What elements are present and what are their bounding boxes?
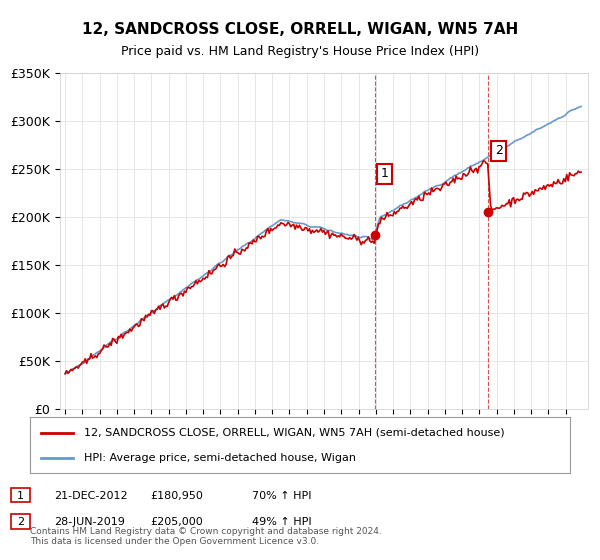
Text: £180,950: £180,950 (150, 491, 203, 501)
Text: 49% ↑ HPI: 49% ↑ HPI (252, 517, 311, 527)
Text: Contains HM Land Registry data © Crown copyright and database right 2024.
This d: Contains HM Land Registry data © Crown c… (30, 526, 382, 546)
Text: £205,000: £205,000 (150, 517, 203, 527)
Text: 1: 1 (380, 167, 388, 180)
Text: Price paid vs. HM Land Registry's House Price Index (HPI): Price paid vs. HM Land Registry's House … (121, 45, 479, 58)
Text: 2: 2 (17, 517, 24, 527)
Text: 70% ↑ HPI: 70% ↑ HPI (252, 491, 311, 501)
Text: 28-JUN-2019: 28-JUN-2019 (54, 517, 125, 527)
Text: 12, SANDCROSS CLOSE, ORRELL, WIGAN, WN5 7AH (semi-detached house): 12, SANDCROSS CLOSE, ORRELL, WIGAN, WN5 … (84, 428, 505, 438)
Text: 12, SANDCROSS CLOSE, ORRELL, WIGAN, WN5 7AH: 12, SANDCROSS CLOSE, ORRELL, WIGAN, WN5 … (82, 22, 518, 38)
Text: 2: 2 (494, 144, 503, 157)
Text: 1: 1 (17, 491, 24, 501)
Text: HPI: Average price, semi-detached house, Wigan: HPI: Average price, semi-detached house,… (84, 452, 356, 463)
Text: 21-DEC-2012: 21-DEC-2012 (54, 491, 128, 501)
